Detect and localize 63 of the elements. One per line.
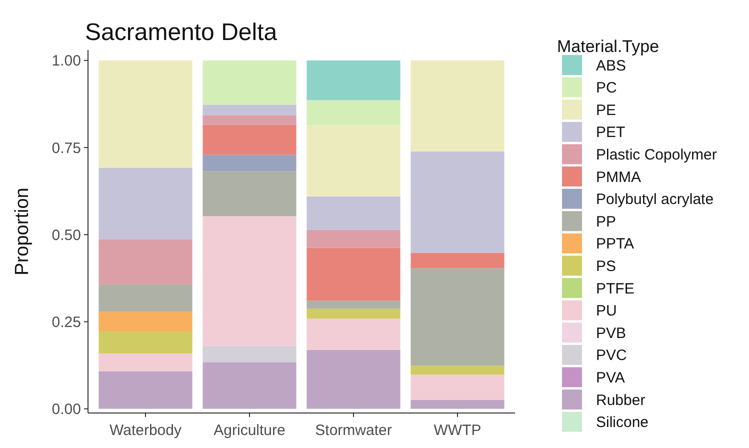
bar [202, 104, 296, 116]
legend-label: PMMA [596, 168, 641, 186]
bar [98, 331, 192, 354]
bar [202, 216, 296, 346]
legend-label: Polybutyl acrylate [596, 191, 714, 208]
y-tick-label: 0.50 [52, 226, 81, 244]
legend-title: Material.Type [557, 37, 660, 56]
bar [202, 362, 296, 409]
bar [306, 308, 400, 319]
x-tick-label: WWTP [434, 422, 482, 439]
legend-label: PTFE [596, 280, 634, 298]
bar [202, 171, 296, 216]
bar [410, 60, 504, 152]
bar [98, 353, 192, 372]
x-tick-label: Waterbody [110, 422, 182, 439]
bar [410, 268, 504, 366]
bar [306, 125, 400, 196]
legend-label: PP [596, 213, 616, 230]
bar [98, 371, 192, 409]
legend-label: PET [596, 124, 626, 142]
legend-label: Silicone [596, 414, 649, 432]
legend-label: Rubber [596, 392, 646, 409]
bar [98, 240, 192, 284]
bar [306, 300, 400, 309]
x-tick-label: Agriculture [214, 422, 286, 439]
bar [98, 284, 192, 312]
y-tick-label: 0.75 [52, 140, 81, 157]
bar [306, 350, 400, 409]
bar [202, 124, 296, 155]
legend-label: PVB [596, 324, 626, 342]
legend-label: PU [596, 302, 617, 320]
legend-label: PPTA [596, 236, 634, 253]
bar [410, 252, 504, 268]
bar [410, 151, 504, 253]
bar [202, 60, 296, 105]
legend-label: PC [596, 80, 618, 97]
bar [306, 318, 400, 350]
legend-label: PVA [596, 369, 625, 386]
bar [306, 248, 400, 301]
chart-title: Sacramento Delta [85, 19, 278, 46]
bar [98, 168, 192, 240]
y-axis-title: Proportion [12, 188, 33, 276]
bar [306, 196, 400, 230]
bar [306, 100, 400, 126]
bar [202, 115, 296, 125]
legend-label: PE [596, 102, 616, 119]
bar [410, 374, 504, 400]
bar [202, 154, 296, 172]
legend-label: PS [596, 258, 616, 275]
bar [306, 230, 400, 248]
legend-label: ABS [596, 57, 626, 74]
legend-label: PVC [596, 347, 628, 364]
legend-label: Plastic Copolymer [596, 146, 717, 164]
bar [410, 400, 504, 409]
bar [202, 346, 296, 362]
y-tick-label: 0.00 [52, 401, 81, 418]
bar [410, 366, 504, 375]
bar [98, 60, 192, 168]
bar [306, 60, 400, 100]
bar [98, 312, 192, 332]
y-tick-label: 0.25 [52, 314, 81, 331]
y-tick-label: 1.00 [52, 52, 81, 70]
x-tick-label: Stormwater [315, 422, 392, 439]
